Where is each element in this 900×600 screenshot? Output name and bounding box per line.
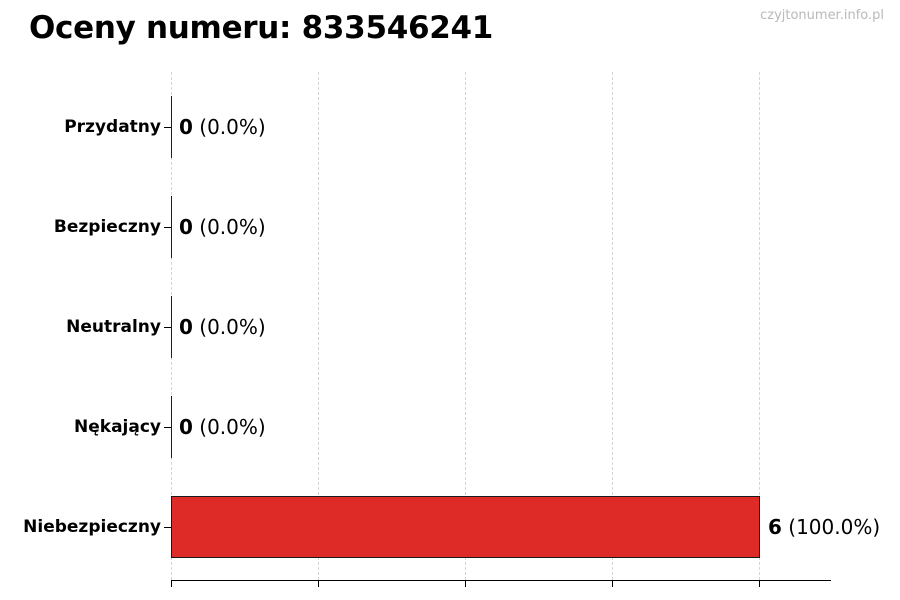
bar-row: Niebezpieczny 6 (100.0%) bbox=[0, 496, 900, 558]
bar bbox=[171, 496, 760, 558]
bar bbox=[171, 96, 172, 158]
y-tick bbox=[164, 427, 171, 428]
category-label: Niebezpieczny bbox=[23, 517, 161, 537]
y-tick bbox=[164, 527, 171, 528]
bar-value-label: 6 (100.0%) bbox=[768, 496, 880, 558]
gridline-3 bbox=[612, 72, 613, 580]
x-axis-line bbox=[171, 580, 831, 581]
bar-value-label: 0 (0.0%) bbox=[179, 196, 266, 258]
y-tick bbox=[164, 127, 171, 128]
bar bbox=[171, 296, 172, 358]
bar-value-label: 0 (0.0%) bbox=[179, 296, 266, 358]
site-watermark: czyjtonumer.info.pl bbox=[760, 8, 884, 23]
bar-percent: (0.0%) bbox=[192, 215, 266, 239]
bar-count: 0 bbox=[179, 115, 193, 139]
bar-row: Nękający 0 (0.0%) bbox=[0, 396, 900, 458]
category-label: Przydatny bbox=[64, 117, 161, 137]
gridline-1 bbox=[318, 72, 319, 580]
bar bbox=[171, 396, 172, 458]
x-tick-1 bbox=[318, 580, 319, 587]
x-tick-3 bbox=[612, 580, 613, 587]
x-tick-0 bbox=[171, 580, 172, 587]
y-tick bbox=[164, 227, 171, 228]
bar-value-label: 0 (0.0%) bbox=[179, 96, 266, 158]
category-label: Bezpieczny bbox=[53, 217, 161, 237]
bar-row: Bezpieczny 0 (0.0%) bbox=[0, 196, 900, 258]
bar-percent: (0.0%) bbox=[192, 415, 266, 439]
category-label: Neutralny bbox=[66, 317, 161, 337]
bar-count: 0 bbox=[179, 315, 193, 339]
bar-percent: (100.0%) bbox=[781, 515, 881, 539]
gridline-4 bbox=[759, 72, 760, 580]
page-title: Oceny numeru: 833546241 bbox=[29, 10, 494, 46]
bar-count: 0 bbox=[179, 415, 193, 439]
category-label: Nękający bbox=[74, 417, 161, 437]
bar-row: Przydatny 0 (0.0%) bbox=[0, 96, 900, 158]
bar-percent: (0.0%) bbox=[192, 315, 266, 339]
bar-value-label: 0 (0.0%) bbox=[179, 396, 266, 458]
y-tick bbox=[164, 327, 171, 328]
x-tick-2 bbox=[465, 580, 466, 587]
bar bbox=[171, 196, 172, 258]
bar-count: 0 bbox=[179, 215, 193, 239]
x-tick-4 bbox=[759, 580, 760, 587]
bar-row: Neutralny 0 (0.0%) bbox=[0, 296, 900, 358]
gridline-2 bbox=[465, 72, 466, 580]
bar-count: 6 bbox=[768, 515, 782, 539]
bar-percent: (0.0%) bbox=[192, 115, 266, 139]
